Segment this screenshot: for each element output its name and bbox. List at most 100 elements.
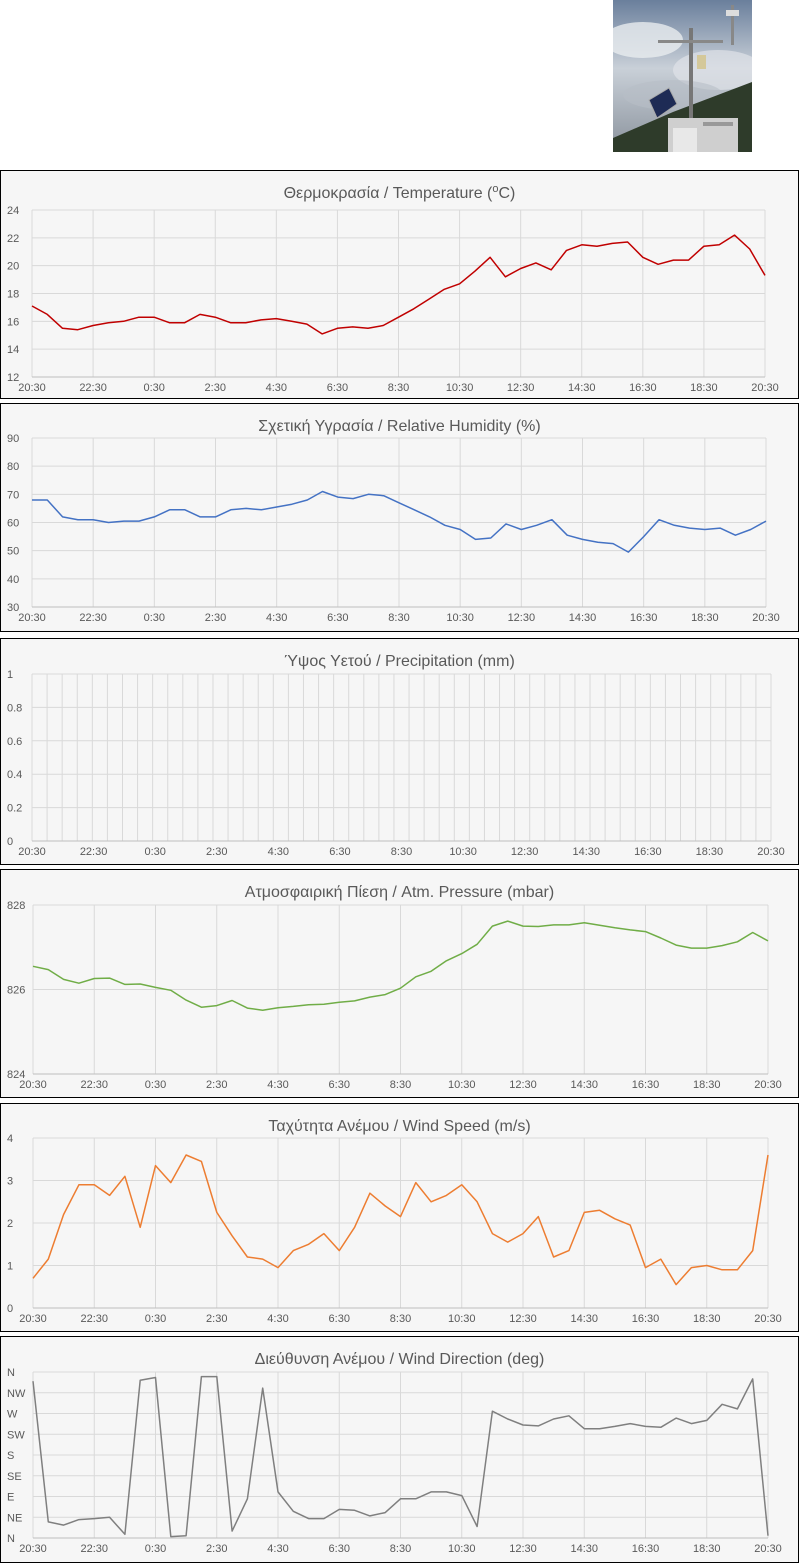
temperature-x-tick-label: 10:30 (446, 382, 474, 394)
temperature-chart-title: Θερμοκρασία / Temperature (oC) (284, 183, 516, 202)
wind-direction-x-tick-label: 18:30 (693, 1543, 721, 1555)
temperature-x-tick-label: 8:30 (388, 382, 409, 394)
temperature-x-tick-label: 6:30 (327, 382, 348, 394)
wind-direction-x-tick-label: 20:30 (19, 1543, 47, 1555)
pressure-x-tick-label: 12:30 (509, 1079, 537, 1091)
temperature-y-tick-label: 12 (7, 372, 19, 384)
wind-speed-chart-title: Ταχύτητα Ανέμου / Wind Speed (m/s) (268, 1118, 530, 1135)
humidity-x-tick-label: 20:30 (18, 612, 46, 624)
wind-direction-x-tick-label: 2:30 (206, 1543, 227, 1555)
wind-direction-y-tick-label: N (7, 1533, 15, 1545)
temperature-series-line (31, 234, 766, 335)
temperature-y-tick-label: 24 (7, 205, 19, 217)
humidity-y-tick-label: 90 (7, 433, 19, 445)
precipitation-y-tick-label: 0.6 (7, 736, 22, 748)
temperature-x-tick-label: 4:30 (266, 382, 287, 394)
humidity-chart-svg: Σχετική Υγρασία / Relative Humidity (%) 3… (7, 418, 780, 624)
precipitation-x-tick-label: 22:30 (80, 846, 108, 858)
wind-speed-x-tick-label: 20:30 (19, 1313, 47, 1325)
precipitation-chart: Ύψος Υετού / Precipitation (mm) 0 0.2 0.4 0.… (0, 638, 799, 865)
wind-direction-x-tick-label: 10:30 (448, 1543, 476, 1555)
humidity-x-tick-label: 8:30 (388, 612, 409, 624)
weather-station-photo (613, 0, 752, 152)
wind-direction-x-tick-label: 14:30 (570, 1543, 598, 1555)
wind-direction-x-tick-label: 22:30 (80, 1543, 108, 1555)
humidity-x-tick-label: 6:30 (327, 612, 348, 624)
wind-speed-x-tick-label: 20:30 (754, 1313, 782, 1325)
wind-direction-y-tick-label: W (7, 1409, 18, 1421)
pressure-x-tick-label: 18:30 (693, 1079, 721, 1091)
pressure-x-tick-label: 0:30 (145, 1079, 166, 1091)
wind-direction-y-tick-label: E (7, 1492, 14, 1504)
precipitation-y-tick-label: 0.4 (7, 769, 22, 781)
humidity-y-tick-label: 50 (7, 546, 19, 558)
pressure-chart-svg: Ατμοσφαιρική Πίεση / Atm. Pressure (mbar… (7, 884, 782, 1091)
wind-speed-series-line (32, 1154, 769, 1286)
wind-direction-series-line (32, 1375, 769, 1538)
temperature-x-tick-label: 0:30 (143, 382, 164, 394)
temperature-title-end: C) (499, 185, 516, 202)
temperature-y-tick-label: 16 (7, 316, 19, 328)
precipitation-x-tick-label: 20:30 (757, 846, 785, 858)
temperature-title-superscript: o (492, 183, 498, 195)
pressure-x-tick-label: 22:30 (80, 1079, 108, 1091)
temperature-y-tick-label: 22 (7, 233, 19, 245)
precipitation-x-tick-label: 12:30 (511, 846, 539, 858)
temperature-x-tick-label: 22:30 (79, 382, 107, 394)
pressure-y-tick-label: 828 (7, 900, 25, 912)
temperature-x-tick-label: 18:30 (690, 382, 718, 394)
humidity-x-tick-label: 20:30 (752, 612, 780, 624)
wind-speed-chart: Ταχύτητα Ανέμου / Wind Speed (m/s) 0 1 2 3 4 2… (0, 1103, 799, 1332)
wind-direction-x-tick-label: 6:30 (329, 1543, 350, 1555)
wind-direction-x-tick-label: 4:30 (267, 1543, 288, 1555)
humidity-y-tick-label: 40 (7, 574, 19, 586)
wind-speed-x-tick-label: 14:30 (570, 1313, 598, 1325)
wind-speed-x-tick-label: 16:30 (632, 1313, 660, 1325)
humidity-x-tick-label: 0:30 (144, 612, 165, 624)
wind-speed-x-tick-label: 10:30 (448, 1313, 476, 1325)
precipitation-chart-svg: Ύψος Υετού / Precipitation (mm) 0 0.2 0.4 0.… (7, 653, 785, 858)
wind-speed-x-tick-label: 12:30 (509, 1313, 537, 1325)
wind-speed-y-tick-label: 3 (7, 1176, 13, 1188)
wind-speed-x-tick-label: 4:30 (267, 1313, 288, 1325)
wind-speed-y-tick-label: 0 (7, 1303, 13, 1315)
wind-direction-y-tick-label: N (7, 1367, 15, 1379)
wind-speed-y-tick-label: 1 (7, 1261, 13, 1273)
wind-direction-chart-title: Διεύθυνση Ανέμου / Wind Direction (deg) (255, 1351, 545, 1368)
temperature-chart-svg: Θερμοκρασία / Temperature (oC) 12 14 16 18 20… (7, 183, 779, 394)
humidity-x-tick-label: 2:30 (205, 612, 226, 624)
humidity-x-tick-label: 18:30 (691, 612, 719, 624)
humidity-x-tick-label: 16:30 (630, 612, 658, 624)
wind-direction-x-tick-label: 0:30 (145, 1543, 166, 1555)
humidity-x-tick-label: 10:30 (446, 612, 474, 624)
pressure-x-tick-label: 10:30 (448, 1079, 476, 1091)
precipitation-y-tick-label: 0.8 (7, 702, 22, 714)
humidity-x-tick-label: 22:30 (79, 612, 107, 624)
wind-direction-chart: Διεύθυνση Ανέμου / Wind Direction (deg) N… (0, 1336, 799, 1563)
wind-direction-x-tick-label: 20:30 (754, 1543, 782, 1555)
wind-direction-y-tick-label: SE (7, 1471, 22, 1483)
pressure-x-tick-label: 8:30 (390, 1079, 411, 1091)
precipitation-x-tick-label: 2:30 (206, 846, 227, 858)
pressure-series-line (32, 920, 769, 1011)
wind-speed-chart-svg: Ταχύτητα Ανέμου / Wind Speed (m/s) 0 1 2 3 4 2… (7, 1118, 782, 1325)
wind-speed-x-tick-label: 18:30 (693, 1313, 721, 1325)
precipitation-x-tick-label: 4:30 (268, 846, 289, 858)
precipitation-x-tick-label: 6:30 (329, 846, 350, 858)
temperature-x-tick-label: 20:30 (18, 382, 46, 394)
temperature-x-tick-label: 14:30 (568, 382, 596, 394)
wind-speed-x-tick-label: 6:30 (329, 1313, 350, 1325)
pressure-x-tick-label: 20:30 (754, 1079, 782, 1091)
humidity-x-tick-label: 14:30 (569, 612, 597, 624)
humidity-y-tick-label: 60 (7, 518, 19, 530)
temperature-x-tick-label: 2:30 (205, 382, 226, 394)
wind-direction-y-tick-label: NW (7, 1388, 26, 1400)
temperature-y-tick-label: 18 (7, 289, 19, 301)
pressure-x-tick-label: 16:30 (632, 1079, 660, 1091)
wind-direction-y-tick-label: S (7, 1450, 14, 1462)
wind-speed-x-tick-label: 8:30 (390, 1313, 411, 1325)
precipitation-x-tick-label: 18:30 (696, 846, 724, 858)
pressure-chart: Ατμοσφαιρική Πίεση / Atm. Pressure (mbar… (0, 869, 799, 1098)
pressure-x-tick-label: 2:30 (206, 1079, 227, 1091)
wind-speed-x-tick-label: 2:30 (206, 1313, 227, 1325)
